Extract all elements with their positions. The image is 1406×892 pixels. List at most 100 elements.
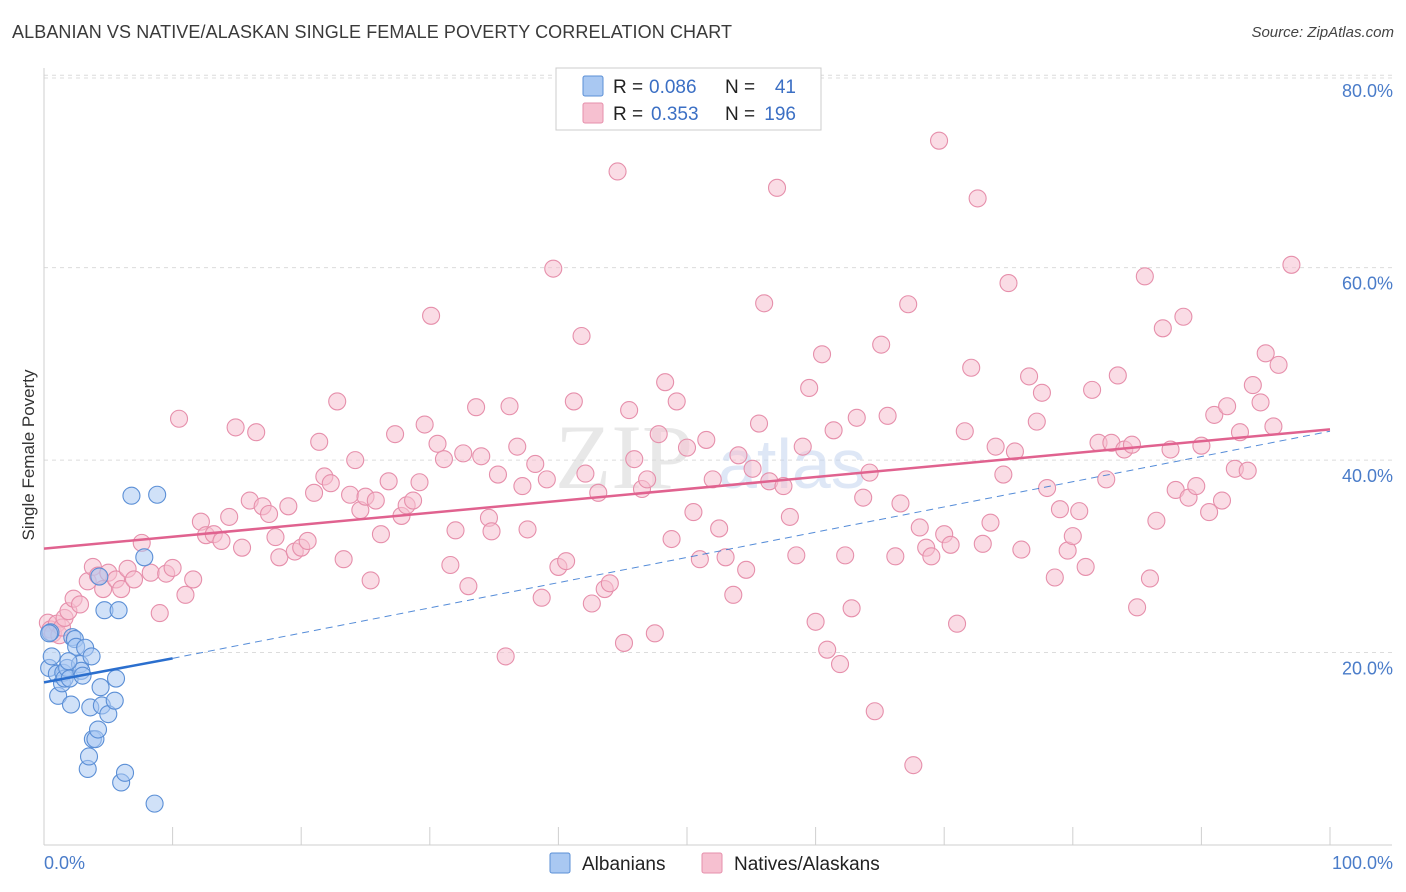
legend-swatch-albanians: [582, 75, 604, 97]
native-point-157: [1005, 442, 1024, 461]
native-point-179: [1147, 511, 1166, 530]
native-point-101: [649, 425, 668, 444]
albanian-point-37: [148, 485, 167, 504]
native-point-163: [1045, 568, 1064, 587]
native-point-49: [334, 550, 353, 569]
native-point-194: [1243, 376, 1262, 395]
native-point-127: [818, 640, 837, 659]
native-point-48: [328, 392, 347, 411]
native-point-110: [710, 519, 729, 538]
albanian-point-34: [122, 486, 141, 505]
native-point-61: [404, 491, 423, 510]
native-point-94: [608, 162, 627, 181]
series-legend: Albanians Natives/Alaskans: [549, 852, 880, 875]
legend-r-value-natives: 0.353: [651, 104, 699, 125]
native-point-104: [667, 392, 686, 411]
native-point-132: [847, 408, 866, 427]
native-point-80: [518, 520, 537, 539]
y-axis-tick-labels: 20.0% 40.0% 60.0% 80.0%: [1342, 81, 1393, 678]
native-point-185: [1187, 477, 1206, 496]
native-point-37: [259, 504, 279, 524]
albanians-trend-extension: [172, 430, 1331, 659]
native-point-164: [1050, 500, 1069, 519]
native-point-156: [999, 274, 1018, 293]
native-point-87: [564, 392, 583, 411]
native-point-69: [454, 444, 473, 463]
bottom-legend-label-albanians: Albanians: [582, 854, 665, 875]
native-point-65: [428, 434, 447, 453]
bottom-legend-swatch-albanians: [549, 852, 571, 874]
albanian-point-10: [61, 695, 81, 714]
native-point-79: [513, 477, 532, 496]
native-point-107: [690, 550, 709, 569]
native-point-144: [922, 547, 941, 566]
native-point-177: [1135, 267, 1154, 286]
native-point-125: [806, 612, 825, 631]
native-point-198: [1269, 355, 1288, 374]
native-point-68: [446, 521, 465, 540]
native-point-108: [697, 430, 716, 449]
native-point-121: [780, 507, 799, 526]
native-point-102: [656, 373, 675, 392]
native-point-96: [620, 401, 639, 420]
y-tick-label-40: 40.0%: [1342, 466, 1393, 486]
native-point-142: [910, 518, 929, 537]
native-point-196: [1256, 344, 1275, 363]
native-point-145: [930, 131, 949, 150]
source-label: Source: ZipAtlas.com: [1251, 24, 1394, 41]
native-point-99: [638, 470, 657, 489]
correlation-legend: R = 0.086 N = 41 R = 0.353 N = 196: [555, 67, 822, 131]
native-point-116: [749, 414, 769, 433]
y-tick-label-20: 20.0%: [1342, 659, 1393, 679]
native-point-122: [787, 546, 806, 565]
native-point-129: [830, 655, 850, 674]
native-point-131: [842, 599, 861, 618]
native-point-56: [371, 525, 390, 544]
native-point-190: [1218, 397, 1237, 416]
native-point-187: [1200, 503, 1219, 522]
native-point-63: [415, 415, 434, 434]
native-point-124: [800, 378, 819, 398]
native-point-168: [1076, 557, 1095, 576]
native-point-180: [1153, 319, 1172, 338]
native-point-39: [270, 548, 289, 567]
watermark-atlas: atlas: [718, 425, 866, 503]
native-point-138: [886, 547, 905, 566]
native-point-72: [472, 447, 491, 466]
y-tick-label-80: 80.0%: [1342, 81, 1393, 101]
legend-n-value-natives: 196: [764, 104, 796, 125]
native-point-75: [488, 465, 508, 484]
native-point-31: [220, 507, 239, 526]
native-point-81: [526, 454, 545, 474]
native-point-23: [163, 558, 182, 577]
native-point-128: [824, 421, 843, 440]
native-point-193: [1238, 461, 1257, 480]
native-point-197: [1264, 417, 1283, 436]
native-point-38: [266, 528, 285, 547]
x-axis-ticks: [43, 827, 1331, 845]
albanian-point-35: [135, 548, 154, 567]
native-point-78: [508, 437, 527, 456]
native-point-93: [600, 574, 619, 593]
legend-r-label-albanians: R =: [613, 77, 643, 98]
native-point-58: [386, 425, 405, 444]
trend-lines: [43, 428, 1331, 684]
native-point-51: [346, 451, 365, 470]
albanians-series: [40, 485, 167, 813]
albanian-point-40: [59, 652, 78, 671]
x-tick-label-max: 100.0%: [1332, 853, 1393, 873]
albanian-point-21: [82, 647, 101, 666]
native-point-9: [70, 595, 90, 614]
native-point-43: [298, 531, 317, 550]
native-point-111: [716, 548, 735, 567]
native-point-24: [169, 409, 189, 428]
albanian-point-33: [115, 763, 135, 782]
native-point-171: [1097, 470, 1116, 489]
native-point-189: [1212, 491, 1232, 510]
native-point-74: [482, 522, 501, 541]
legend-n-label-albanians: N =: [725, 77, 755, 98]
albanian-point-24: [88, 720, 108, 739]
native-point-89: [576, 464, 595, 483]
native-point-83: [537, 470, 556, 489]
